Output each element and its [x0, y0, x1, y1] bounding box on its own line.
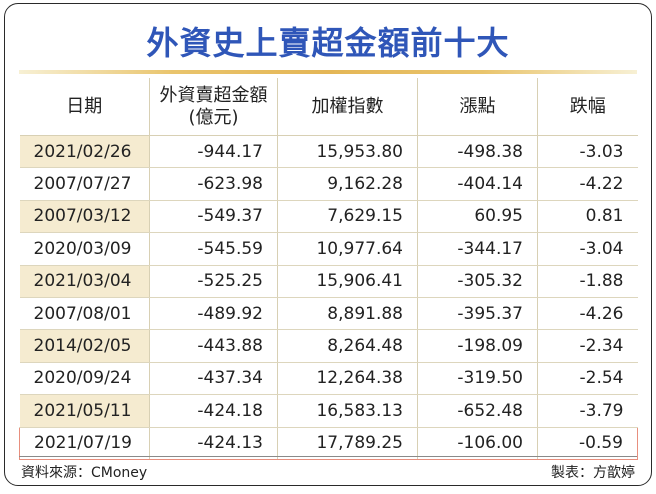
header-pct: 跌幅	[537, 78, 638, 136]
table-row: 2021/05/11 -424.18 16,583.13 -652.48 -3.79	[19, 394, 638, 428]
cell-change: -498.38	[417, 135, 538, 169]
cell-amount: -424.18	[149, 394, 278, 428]
cell-pct: -2.54	[537, 362, 638, 396]
cell-pct: -1.88	[537, 265, 638, 298]
cell-index: 15,953.80	[277, 135, 418, 169]
cell-change: -652.48	[417, 394, 538, 428]
cell-index: 8,891.88	[277, 297, 418, 331]
cell-index: 7,629.15	[277, 200, 418, 234]
cell-pct: -3.04	[537, 232, 638, 266]
cell-date: 2020/03/09	[19, 232, 150, 266]
cell-change: -395.37	[417, 297, 538, 331]
cell-amount: -944.17	[149, 135, 278, 169]
cell-pct: -3.79	[537, 394, 638, 428]
cell-pct: -3.03	[537, 135, 638, 169]
cell-date: 2014/02/05	[19, 329, 150, 363]
header-amount: 外資賣超金額 (億元)	[149, 78, 278, 136]
cell-change: -198.09	[417, 329, 538, 363]
cell-change: -404.14	[417, 167, 538, 201]
cell-index: 16,583.13	[277, 394, 418, 428]
page-title: 外資史上賣超金額前十大	[146, 24, 510, 62]
cell-amount: -623.98	[149, 167, 278, 201]
cell-change: -344.17	[417, 232, 538, 266]
infographic-card: 外資史上賣超金額前十大 日期 外資賣超金額 (億元) 加權指數 漲點 跌幅 20…	[4, 3, 652, 486]
cell-index: 9,162.28	[277, 167, 418, 201]
cell-change: 60.95	[417, 200, 538, 234]
table-row: 2021/03/04 -525.25 15,906.41 -305.32 -1.88	[19, 265, 638, 298]
cell-date: 2021/05/11	[19, 394, 150, 428]
cell-index: 12,264.38	[277, 362, 418, 396]
table-row: 2020/03/09 -545.59 10,977.64 -344.17 -3.04	[19, 232, 638, 266]
cell-amount: -443.88	[149, 329, 278, 363]
header-amount-line1: 外資賣超金額	[159, 84, 268, 106]
cell-pct: -0.59	[537, 426, 638, 460]
table-row: 2021/02/26 -944.17 15,953.80 -498.38 -3.03	[19, 135, 638, 169]
table-row: 2014/02/05 -443.88 8,264.48 -198.09 -2.34	[19, 329, 638, 363]
header-date: 日期	[19, 78, 150, 136]
cell-date: 2007/03/12	[19, 200, 150, 234]
cell-index: 17,789.25	[277, 426, 418, 460]
cell-index: 10,977.64	[277, 232, 418, 266]
cell-amount: -549.37	[149, 200, 278, 234]
cell-date: 2020/09/24	[19, 362, 150, 396]
cell-amount: -489.92	[149, 297, 278, 331]
source-note: 資料來源：CMoney	[21, 465, 148, 481]
header-index: 加權指數	[277, 78, 418, 136]
table-row: 2021/07/19 -424.13 17,789.25 -106.00 -0.59	[19, 426, 638, 460]
header-change: 漲點	[417, 78, 538, 136]
cell-pct: -4.22	[537, 167, 638, 201]
credit-note: 製表：方歆婷	[551, 465, 635, 481]
cell-pct: 0.81	[537, 200, 638, 234]
foreign-sell-table: 日期 外資賣超金額 (億元) 加權指數 漲點 跌幅 2021/02/26 -944…	[19, 78, 638, 460]
table-row: 2020/09/24 -437.34 12,264.38 -319.50 -2.54	[19, 362, 638, 396]
cell-amount: -424.13	[149, 426, 278, 460]
cell-date: 2007/07/27	[19, 167, 150, 201]
table-row: 2007/07/27 -623.98 9,162.28 -404.14 -4.22	[19, 167, 638, 201]
table-header-row: 日期 外資賣超金額 (億元) 加權指數 漲點 跌幅	[19, 78, 638, 136]
cell-date: 2021/07/19	[19, 426, 150, 460]
cell-pct: -4.26	[537, 297, 638, 331]
title-divider	[19, 70, 637, 74]
cell-date: 2007/08/01	[19, 297, 150, 331]
cell-date: 2021/03/04	[19, 265, 150, 298]
table-row: 2007/03/12 -549.37 7,629.15 60.95 0.81	[19, 200, 638, 234]
header-amount-line2: (億元)	[188, 106, 239, 128]
footer-divider	[19, 456, 637, 457]
cell-amount: -525.25	[149, 265, 278, 298]
cell-date: 2021/02/26	[19, 135, 150, 169]
table-row: 2007/08/01 -489.92 8,891.88 -395.37 -4.26	[19, 297, 638, 331]
cell-change: -106.00	[417, 426, 538, 460]
cell-index: 15,906.41	[277, 265, 418, 298]
cell-change: -305.32	[417, 265, 538, 298]
cell-amount: -437.34	[149, 362, 278, 396]
cell-index: 8,264.48	[277, 329, 418, 363]
cell-pct: -2.34	[537, 329, 638, 363]
cell-change: -319.50	[417, 362, 538, 396]
cell-amount: -545.59	[149, 232, 278, 266]
